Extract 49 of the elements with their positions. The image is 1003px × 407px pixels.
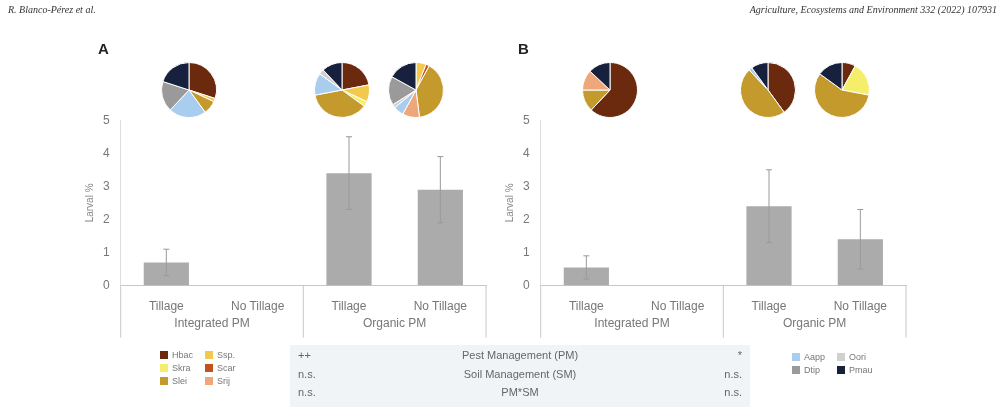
legend-label: Ssp. — [217, 350, 236, 360]
legend-label: Oori — [849, 352, 867, 362]
y-tick-label: 0 — [102, 277, 110, 292]
text: Agriculture, Ecosystems and Environment 332 (2022) 107931 — [749, 4, 997, 15]
legend-label: Srij — [217, 376, 231, 386]
text: n.s. — [723, 386, 742, 401]
legend-label: Hbac — [172, 350, 194, 360]
x-tick-label: No Tillage — [650, 299, 705, 314]
text: * — [736, 349, 742, 363]
y-tick-label: 4 — [102, 145, 110, 160]
text: Soil Management (SM) — [462, 367, 578, 382]
x-tick-label: No Tillage — [833, 299, 888, 314]
y-tick-label: 5 — [522, 112, 530, 127]
y-axis-title: Larval % — [503, 183, 515, 223]
x-tick-label: Tillage — [148, 299, 185, 314]
legend-label: Scar — [217, 363, 236, 373]
text: Integrated PM — [594, 315, 670, 330]
x-tick-label: Tillage — [568, 299, 605, 314]
y-tick-label: 3 — [522, 178, 530, 193]
chart-title: A — [98, 40, 109, 57]
y-tick-label: 3 — [102, 178, 110, 193]
y-tick-label: 2 — [522, 211, 530, 226]
text: Integrated PM — [174, 315, 250, 330]
y-tick-label: 0 — [522, 277, 530, 292]
text: Organic PM — [782, 315, 847, 330]
legend-label: Skra — [172, 363, 191, 373]
text: Organic PM — [362, 315, 427, 330]
text: PM*SM — [500, 386, 540, 401]
y-tick-label: 1 — [102, 244, 110, 259]
y-tick-label: 5 — [102, 112, 110, 127]
text: ++ — [298, 349, 312, 363]
x-tick-label: Tillage — [751, 299, 787, 314]
text: Pest Management (PM) — [460, 349, 580, 363]
y-tick-label: 4 — [522, 145, 530, 160]
text: n.s. — [298, 386, 317, 401]
x-tick-label: No Tillage — [230, 299, 285, 314]
text: R. Blanco-Pérez et al. — [8, 4, 96, 15]
y-tick-label: 1 — [522, 244, 530, 259]
legend-label: Pmau — [849, 365, 873, 375]
text: n.s. — [298, 367, 317, 382]
text: n.s. — [723, 367, 742, 382]
legend-label: Aapp — [804, 352, 826, 362]
y-axis-title: Larval % — [83, 183, 95, 223]
x-tick-label: Tillage — [331, 299, 367, 314]
legend-label: Dtip — [804, 365, 821, 375]
y-tick-label: 2 — [102, 211, 110, 226]
legend-label: Slei — [172, 376, 188, 386]
x-tick-label: No Tillage — [413, 299, 468, 314]
chart-title: B — [518, 40, 529, 57]
